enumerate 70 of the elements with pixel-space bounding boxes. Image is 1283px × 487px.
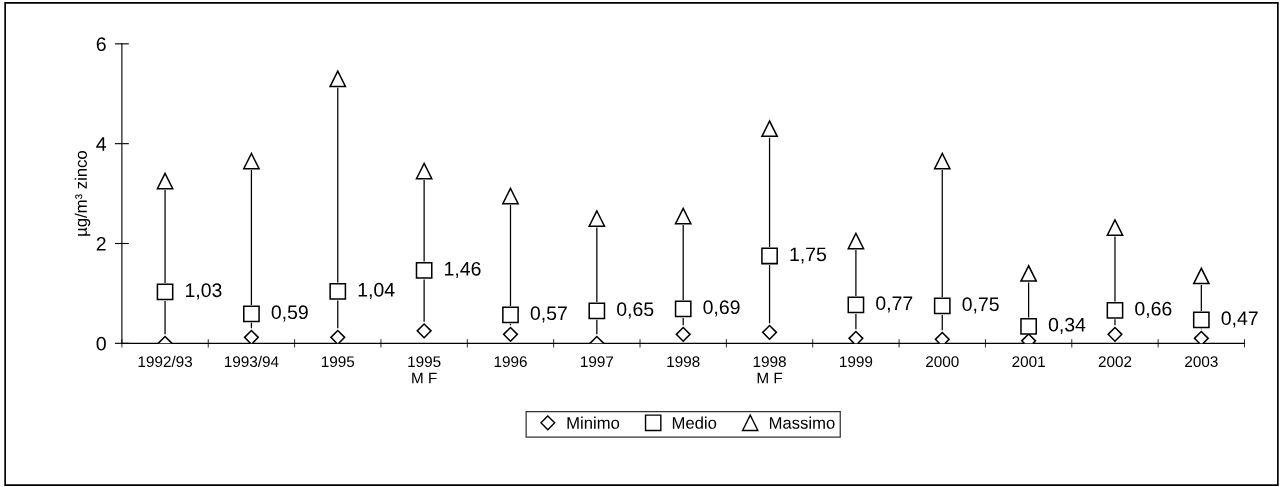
- point: [847, 232, 865, 250]
- point: [329, 70, 347, 88]
- point: [243, 152, 260, 170]
- data-label: 0,59: [271, 305, 308, 322]
- point: [1106, 301, 1124, 319]
- point: [243, 329, 260, 344]
- data-label: 0,47: [1221, 311, 1258, 328]
- point: [761, 324, 778, 340]
- x-tick-label: 2003: [1185, 356, 1218, 368]
- point: [1192, 311, 1210, 329]
- point: [1192, 267, 1210, 285]
- data-label: 0,66: [1135, 301, 1172, 318]
- x-tick-label: 1993/94: [224, 355, 279, 368]
- y-axis-title: µg/m³ zinco: [74, 151, 91, 236]
- point: [934, 331, 950, 344]
- data-label: 0,69: [703, 300, 740, 317]
- x-tick-label: 1995: [321, 356, 355, 368]
- x-tick-label: 2001: [1012, 356, 1045, 368]
- x-tick-label: 1992/93: [138, 355, 193, 368]
- legend-label: Medio: [672, 416, 717, 429]
- x-tick-label: 1996: [494, 356, 527, 368]
- point: [1193, 330, 1209, 344]
- data-label: 0,75: [962, 297, 999, 314]
- point: [330, 329, 346, 344]
- point: [847, 296, 865, 314]
- y-tick-label: 6: [96, 37, 106, 52]
- data-label: 1,04: [358, 282, 395, 299]
- point: [761, 247, 778, 265]
- legend-label: Massimo: [769, 416, 835, 429]
- point: [156, 172, 174, 190]
- point: [848, 330, 864, 344]
- point: [156, 283, 174, 301]
- point: [329, 283, 347, 300]
- point: [502, 187, 519, 205]
- data-label: 0,57: [530, 306, 567, 323]
- point: [933, 297, 951, 315]
- data-label: 1,75: [790, 247, 827, 264]
- point: [415, 262, 433, 279]
- y-tick-label: 2: [96, 236, 106, 251]
- legend-label: Minimo: [567, 416, 620, 429]
- point: [761, 120, 778, 138]
- point: [933, 152, 951, 170]
- x-tick-label: 1998 M F: [753, 356, 786, 384]
- point: [674, 207, 692, 225]
- x-tick-label: 1998: [667, 356, 700, 368]
- data-label: 0,34: [1048, 317, 1086, 334]
- point: [502, 326, 519, 342]
- y-tick-label: 0: [96, 336, 106, 351]
- data-label: 1,46: [445, 261, 481, 278]
- x-tick-label: 1995 M F: [408, 356, 441, 384]
- point: [416, 323, 432, 339]
- point: [1020, 317, 1038, 335]
- point: [674, 300, 692, 318]
- data-label: 0,65: [617, 302, 654, 319]
- y-tick-label: 4: [96, 137, 107, 151]
- point: [1107, 326, 1123, 342]
- x-tick-label: 1997: [581, 356, 614, 368]
- x-tick-label: 2002: [1098, 356, 1132, 368]
- data-label: 1,03: [185, 283, 222, 300]
- point: [588, 210, 606, 227]
- point: [415, 162, 433, 180]
- point: [675, 326, 691, 342]
- point: [502, 306, 519, 324]
- x-tick-label: 1999: [840, 356, 873, 368]
- point: [588, 302, 606, 320]
- point: [1106, 219, 1124, 236]
- point: [243, 305, 260, 323]
- data-label: 0,77: [876, 296, 913, 313]
- point: [1020, 265, 1038, 282]
- x-tick-label: 2000: [926, 356, 959, 368]
